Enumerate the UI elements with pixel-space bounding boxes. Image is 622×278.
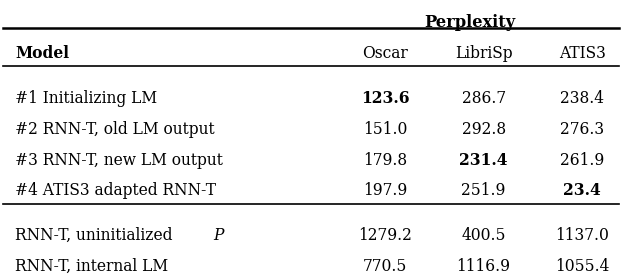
Text: 251.9: 251.9 <box>462 182 506 199</box>
Text: Oscar: Oscar <box>362 45 408 62</box>
Text: 1137.0: 1137.0 <box>555 227 609 244</box>
Text: RNN-T, uninitialized: RNN-T, uninitialized <box>15 227 177 244</box>
Text: LibriSp: LibriSp <box>455 45 513 62</box>
Text: ATIS3: ATIS3 <box>559 45 606 62</box>
Text: 400.5: 400.5 <box>462 227 506 244</box>
Text: #2 RNN-T, old LM output: #2 RNN-T, old LM output <box>15 121 215 138</box>
Text: 197.9: 197.9 <box>363 182 407 199</box>
Text: 23.4: 23.4 <box>564 182 601 199</box>
Text: #4 ATIS3 adapted RNN-T: #4 ATIS3 adapted RNN-T <box>15 182 216 199</box>
Text: 286.7: 286.7 <box>462 90 506 107</box>
Text: RNN-T, internal LM: RNN-T, internal LM <box>15 258 168 275</box>
Text: 261.9: 261.9 <box>560 152 605 168</box>
Text: 238.4: 238.4 <box>560 90 604 107</box>
Text: 276.3: 276.3 <box>560 121 605 138</box>
Text: 1055.4: 1055.4 <box>555 258 610 275</box>
Text: 151.0: 151.0 <box>363 121 407 138</box>
Text: 292.8: 292.8 <box>462 121 506 138</box>
Text: 123.6: 123.6 <box>361 90 409 107</box>
Text: 770.5: 770.5 <box>363 258 407 275</box>
Text: 1116.9: 1116.9 <box>457 258 511 275</box>
Text: Perplexity: Perplexity <box>424 14 515 31</box>
Text: 179.8: 179.8 <box>363 152 407 168</box>
Text: 1279.2: 1279.2 <box>358 227 412 244</box>
Text: #1 Initializing LM: #1 Initializing LM <box>15 90 157 107</box>
Text: Model: Model <box>15 45 69 62</box>
Text: P: P <box>213 227 224 244</box>
Text: 231.4: 231.4 <box>460 152 508 168</box>
Text: #3 RNN-T, new LM output: #3 RNN-T, new LM output <box>15 152 223 168</box>
